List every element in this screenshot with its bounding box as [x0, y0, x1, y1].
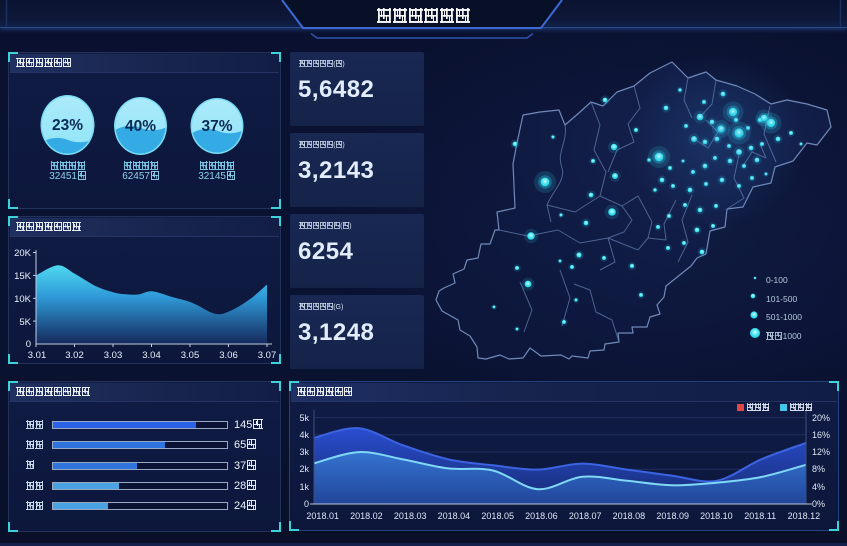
svg-text:2018.11: 2018.11: [744, 511, 776, 521]
svg-text:3.02: 3.02: [65, 350, 84, 361]
svg-text:23%: 23%: [52, 117, 83, 134]
svg-text:0%: 0%: [812, 499, 825, 509]
svg-text:1k: 1k: [299, 482, 309, 492]
svg-text:2018.01: 2018.01: [306, 511, 339, 521]
svg-text:2018.03: 2018.03: [394, 511, 427, 521]
svg-text:37%: 37%: [201, 118, 232, 135]
svg-text:12%: 12%: [812, 447, 830, 457]
svg-text:3.05: 3.05: [181, 350, 200, 361]
svg-text:40%: 40%: [125, 118, 156, 135]
svg-text:4%: 4%: [812, 482, 825, 492]
svg-text:3k: 3k: [299, 447, 309, 457]
svg-text:5K: 5K: [19, 317, 31, 328]
svg-text:15K: 15K: [14, 271, 32, 282]
svg-text:2k: 2k: [299, 464, 309, 474]
svg-text:2018.10: 2018.10: [700, 511, 733, 521]
svg-text:16%: 16%: [812, 430, 830, 440]
svg-text:2018.07: 2018.07: [569, 511, 602, 521]
svg-text:3.04: 3.04: [142, 350, 161, 361]
svg-text:3.07: 3.07: [258, 350, 277, 361]
svg-text:2018.09: 2018.09: [656, 511, 689, 521]
svg-text:5k: 5k: [299, 413, 309, 423]
svg-text:3.06: 3.06: [219, 350, 238, 361]
svg-text:2018.08: 2018.08: [613, 511, 646, 521]
svg-text:4k: 4k: [299, 430, 309, 440]
svg-text:2018.06: 2018.06: [525, 511, 558, 521]
svg-text:0: 0: [26, 339, 31, 350]
svg-text:10K: 10K: [14, 294, 32, 305]
svg-text:3.01: 3.01: [28, 350, 47, 361]
svg-text:0: 0: [304, 499, 309, 509]
svg-text:8%: 8%: [812, 464, 825, 474]
svg-text:2018.02: 2018.02: [350, 511, 383, 521]
svg-text:20%: 20%: [812, 413, 830, 423]
svg-text:3.03: 3.03: [104, 350, 123, 361]
svg-text:2018.12: 2018.12: [788, 511, 821, 521]
svg-text:20K: 20K: [14, 248, 32, 259]
svg-text:2018.04: 2018.04: [438, 511, 471, 521]
svg-text:2018.05: 2018.05: [481, 511, 514, 521]
